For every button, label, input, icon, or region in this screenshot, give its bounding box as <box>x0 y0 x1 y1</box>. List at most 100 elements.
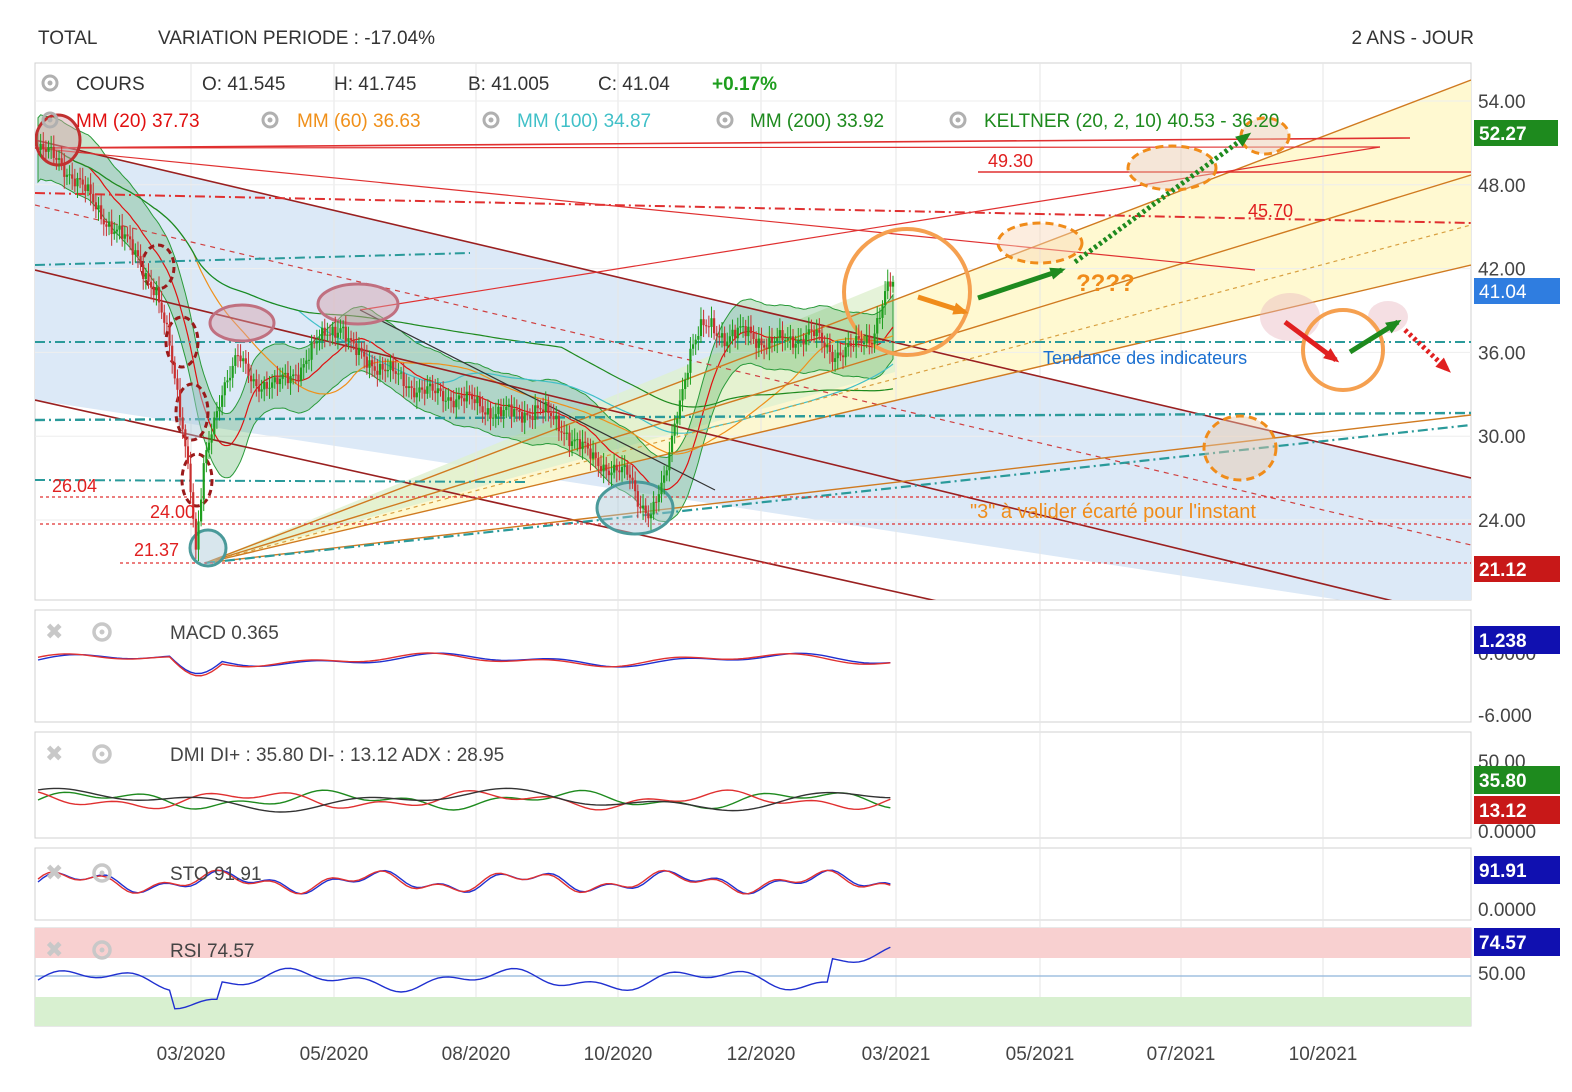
candle-body <box>789 336 792 339</box>
gear-icon[interactable] <box>92 622 112 642</box>
candle-body <box>294 374 297 376</box>
candle-body <box>634 480 637 492</box>
candle-body <box>276 377 279 385</box>
close-icon[interactable]: ✖ <box>45 937 63 962</box>
rsi-header: ✖ RSI 74.57 <box>45 937 255 962</box>
candle-body <box>820 332 824 343</box>
gear-icon[interactable] <box>716 111 734 129</box>
candle-body <box>373 366 376 371</box>
candle-body <box>678 400 682 419</box>
candle-body <box>560 431 563 433</box>
date-tick-label: 03/2020 <box>157 1044 226 1065</box>
keltner-label: KELTNER (20, 2, 10) 40.53 - 36.20 <box>984 111 1279 132</box>
candle-body <box>349 338 353 341</box>
candle-body <box>876 318 879 334</box>
rsi-line <box>37 946 891 1010</box>
candle-body <box>189 463 192 493</box>
candle-body <box>465 391 468 402</box>
date-tick-label: 10/2020 <box>584 1044 653 1065</box>
highlight-ellipse <box>1202 414 1278 482</box>
candle-body <box>684 379 687 390</box>
candle-body <box>302 364 305 368</box>
arrow-green-head <box>1049 267 1066 280</box>
candle-body <box>386 370 389 372</box>
candle-body <box>84 184 87 192</box>
arrow-green-small-head <box>1385 319 1402 334</box>
dmi-label: DMI DI+ : 35.80 DI- : 13.12 ADX : 28.95 <box>170 745 504 766</box>
candle-body <box>578 439 582 450</box>
candle-body <box>841 355 845 358</box>
candle-body <box>94 202 97 210</box>
close-icon[interactable]: ✖ <box>45 619 63 644</box>
focus-circle <box>1301 308 1385 392</box>
candle-body <box>255 379 258 387</box>
gear-icon[interactable] <box>92 744 112 764</box>
candle-body <box>81 179 84 185</box>
close-icon[interactable]: ✖ <box>45 860 63 885</box>
candle-body <box>663 475 666 483</box>
candle-body <box>313 342 316 344</box>
candle-body <box>547 401 550 414</box>
candle-body <box>818 329 821 333</box>
candle-body <box>655 501 658 503</box>
candle-body <box>152 287 155 296</box>
candle-body <box>289 376 292 384</box>
candle-body <box>360 347 363 352</box>
candle-body <box>705 325 708 327</box>
candle-body <box>134 250 137 255</box>
sto-label: STO 91.91 <box>170 864 262 885</box>
candle-body <box>157 287 161 303</box>
candle-body <box>731 329 734 337</box>
fan-line-3 <box>204 264 1471 564</box>
close-icon[interactable]: ✖ <box>45 741 63 766</box>
candle-body <box>686 372 689 380</box>
candle-body <box>473 399 476 404</box>
gear-icon[interactable] <box>92 863 112 883</box>
badge-rsi-bg <box>1474 928 1560 956</box>
candle-body <box>581 441 584 450</box>
candle-body <box>447 397 450 401</box>
candle-body <box>394 371 397 374</box>
candle-body <box>747 326 750 337</box>
candle-body <box>392 361 395 372</box>
badge-diminus-bg <box>1474 796 1560 824</box>
candle-body <box>402 372 405 387</box>
candle-body <box>178 389 182 418</box>
candle-body <box>773 341 776 343</box>
candle-body <box>668 452 671 471</box>
candle-body <box>605 464 608 471</box>
candle-body <box>305 360 308 365</box>
sto-tick-label: 0.0000 <box>1478 900 1536 921</box>
arrow-green-dotted-head <box>1235 132 1252 147</box>
candle-body <box>247 363 250 376</box>
gear-icon[interactable] <box>482 111 500 129</box>
candle-body <box>531 416 534 420</box>
badge-di-plus: 35.80 <box>1479 771 1527 792</box>
candle-body <box>713 318 716 334</box>
candle-body <box>891 282 895 287</box>
arrow-red-dotted-head <box>1435 357 1451 373</box>
cours-label: COURS <box>76 74 145 95</box>
level-label-4570: 45.70 <box>1248 201 1293 221</box>
candle-body <box>526 412 529 416</box>
gear-icon[interactable] <box>92 940 112 960</box>
gear-icon[interactable] <box>949 111 967 129</box>
badge-di-minus: 13.12 <box>1479 801 1527 822</box>
grid-layer <box>35 63 1471 1026</box>
candle-body <box>442 391 445 402</box>
candle-body <box>86 184 90 192</box>
candle-body <box>615 464 618 471</box>
candle-body <box>497 406 500 415</box>
candle-body <box>728 336 731 342</box>
candle-body <box>694 339 697 345</box>
candle-body <box>476 396 479 404</box>
period-selector[interactable]: 2 ANS - JOUR <box>1352 28 1474 49</box>
gear-icon[interactable] <box>261 111 279 129</box>
candle-body <box>310 342 313 360</box>
open-value: O: 41.545 <box>202 74 285 95</box>
gear-icon[interactable] <box>41 111 59 129</box>
candle-body <box>397 373 400 375</box>
candle-body <box>436 388 439 394</box>
candle-body <box>286 372 290 384</box>
gear-icon[interactable] <box>41 74 59 92</box>
